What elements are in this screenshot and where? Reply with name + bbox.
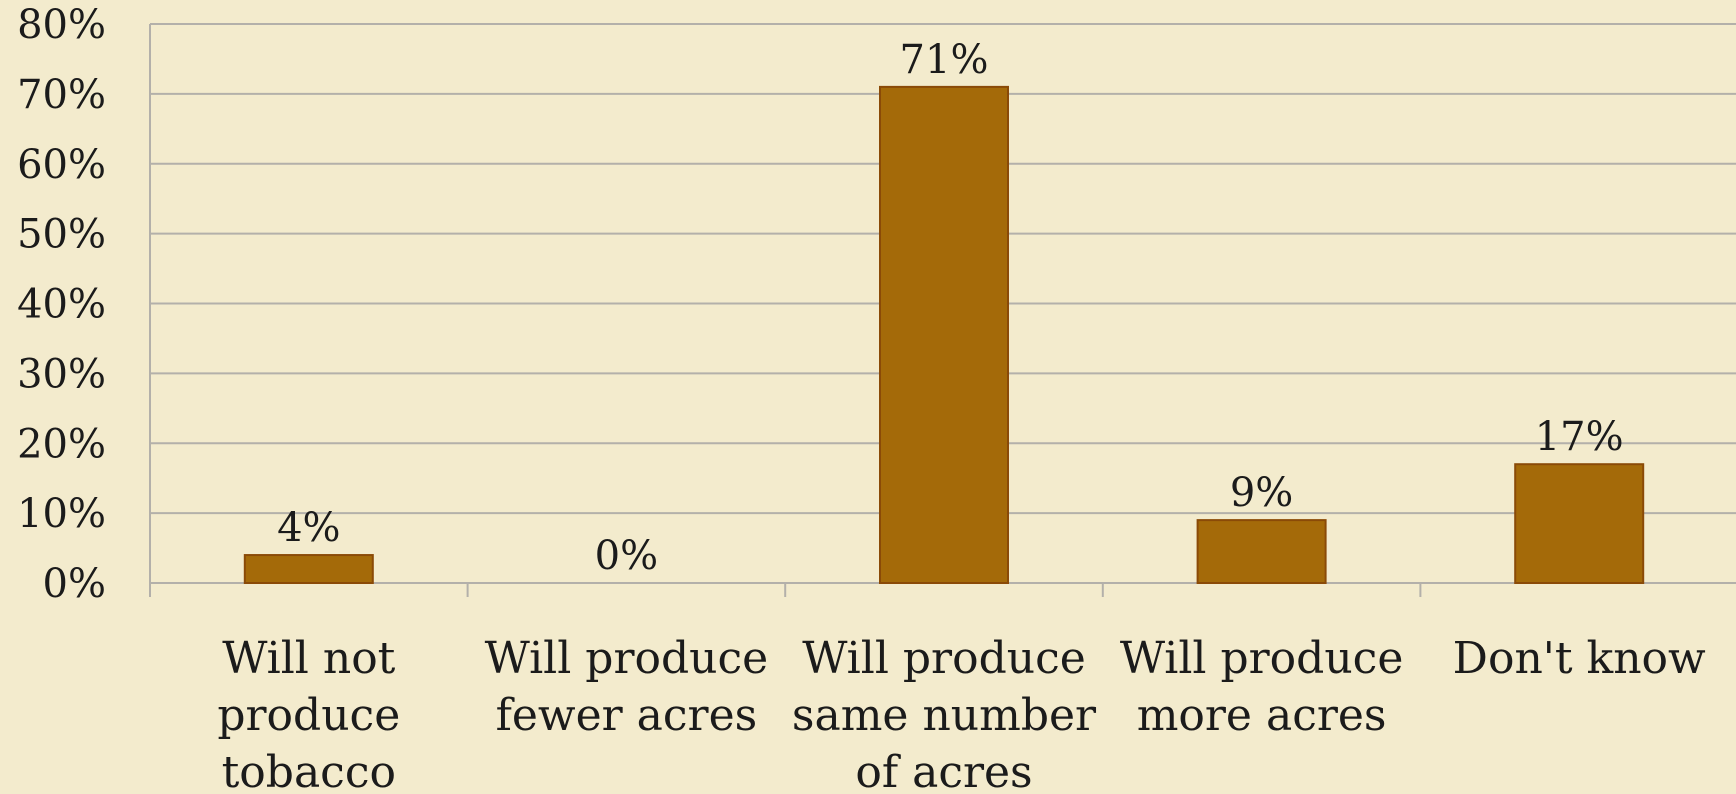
x-category-label-line: fewer acres <box>496 690 758 741</box>
x-category-label-line: more acres <box>1137 690 1387 741</box>
x-category-label-line: of acres <box>855 747 1032 794</box>
y-tick-label: 60% <box>17 142 106 188</box>
y-tick-label: 40% <box>17 282 106 328</box>
y-tick-label: 80% <box>17 2 106 48</box>
data-label: 17% <box>1535 414 1624 460</box>
x-category-label: Will produce same number of acres <box>792 633 1097 794</box>
x-category-label-line: Will not <box>222 633 395 684</box>
data-label: 9% <box>1230 470 1293 516</box>
x-category-label: Don't know <box>1453 633 1706 684</box>
x-axis-category-labels: Will not produce tobacco Will produce fewer … <box>217 633 1706 794</box>
y-tick-label: 10% <box>17 491 106 537</box>
x-category-label-line: Will produce <box>485 633 769 684</box>
y-tick-label: 0% <box>43 561 106 607</box>
bar <box>1196 519 1327 584</box>
bar <box>243 554 374 584</box>
bars <box>243 85 1645 584</box>
bar <box>1514 463 1645 584</box>
y-tick-label: 50% <box>17 212 106 258</box>
y-tick-label: 20% <box>17 421 106 467</box>
data-labels: 4% 0% 71% 9% 17% <box>277 37 1624 579</box>
data-label: 4% <box>277 505 340 551</box>
x-category-label: Will produce fewer acres <box>485 633 769 741</box>
x-category-label-line: produce <box>217 690 400 741</box>
x-category-label: Will not produce tobacco <box>217 633 400 794</box>
x-category-label-line: Will produce <box>802 633 1086 684</box>
x-category-label-line: same number <box>792 690 1097 741</box>
y-tick-label: 70% <box>17 72 106 118</box>
x-category-label-line: Don't know <box>1453 633 1706 684</box>
data-label: 71% <box>900 37 989 83</box>
y-axis-tick-labels: 0% 10% 20% 30% 40% 50% 60% 70% 80% <box>17 2 106 607</box>
x-category-label-line: Will produce <box>1120 633 1404 684</box>
x-category-label-line: tobacco <box>222 747 396 794</box>
y-tick-label: 30% <box>17 351 106 397</box>
data-label: 0% <box>595 533 658 579</box>
bar <box>879 85 1009 584</box>
x-category-label: Will produce more acres <box>1120 633 1404 741</box>
